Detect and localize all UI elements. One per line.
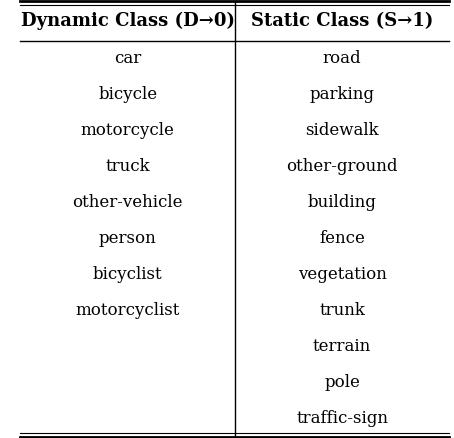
Text: building: building (308, 194, 376, 211)
Text: road: road (323, 50, 361, 67)
Text: sidewalk: sidewalk (306, 122, 379, 139)
Text: terrain: terrain (313, 338, 371, 355)
Text: trunk: trunk (319, 302, 365, 319)
Text: Static Class (S→1): Static Class (S→1) (251, 12, 433, 30)
Text: car: car (114, 50, 141, 67)
Text: parking: parking (310, 86, 375, 103)
Text: bicyclist: bicyclist (93, 266, 163, 283)
Text: other-vehicle: other-vehicle (73, 194, 183, 211)
Text: other-ground: other-ground (286, 158, 398, 175)
Text: traffic-sign: traffic-sign (296, 410, 388, 427)
Text: vegetation: vegetation (298, 266, 387, 283)
Text: motorcycle: motorcycle (81, 122, 175, 139)
Text: person: person (99, 230, 157, 247)
Text: truck: truck (105, 158, 150, 175)
Text: Dynamic Class (D→0): Dynamic Class (D→0) (21, 12, 235, 30)
Text: motorcyclist: motorcyclist (75, 302, 180, 319)
Text: bicycle: bicycle (98, 86, 157, 103)
Text: pole: pole (324, 374, 360, 391)
Text: fence: fence (319, 230, 365, 247)
